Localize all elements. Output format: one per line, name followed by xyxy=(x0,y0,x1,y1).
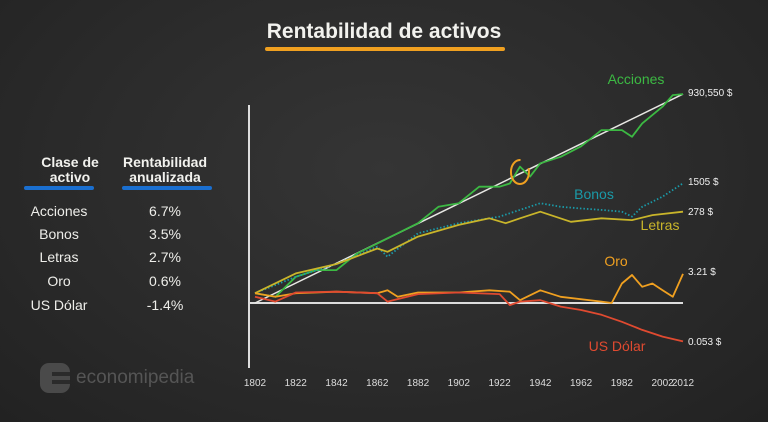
brand-name: economipedia xyxy=(76,367,195,388)
row-asset: Bonos xyxy=(39,226,79,242)
series-label: Oro xyxy=(604,253,628,269)
title-underline xyxy=(265,47,505,51)
logo-icon xyxy=(40,363,70,393)
x-tick-label: 1822 xyxy=(285,378,308,389)
series-label: Acciones xyxy=(608,71,665,87)
x-tick-label: 1882 xyxy=(407,378,430,389)
x-tick-label: 1902 xyxy=(448,378,471,389)
x-tick-label: 1862 xyxy=(366,378,389,389)
end-value-label: 3.21 $ xyxy=(688,267,716,278)
series-line-letras xyxy=(254,210,684,295)
row-return: 0.6% xyxy=(149,273,181,289)
series-label: Letras xyxy=(641,217,680,233)
highlight-circle xyxy=(509,159,530,185)
series-line-us-dólar xyxy=(254,290,684,343)
row-asset: Oro xyxy=(47,273,71,289)
end-value-label: 1505 $ xyxy=(688,177,719,188)
x-tick-label: 1842 xyxy=(325,378,348,389)
series-label: US Dólar xyxy=(589,338,646,354)
trend-line xyxy=(254,93,684,304)
x-tick-label: 1982 xyxy=(611,378,634,389)
row-asset: US Dólar xyxy=(30,297,88,313)
series-line-oro xyxy=(254,273,684,304)
row-return: -1.4% xyxy=(146,297,184,313)
x-tick-label: 2002 xyxy=(651,378,674,389)
row-return: 2.7% xyxy=(149,249,181,265)
series-line-acciones xyxy=(254,93,684,298)
x-tick-label: 2012 xyxy=(672,378,695,389)
header-underline xyxy=(122,186,212,190)
header-asset-class: Clase de activo xyxy=(41,154,99,185)
x-tick-label: 1942 xyxy=(529,378,552,389)
series-label: Bonos xyxy=(574,186,614,202)
end-value-label: 930,550 $ xyxy=(688,88,733,99)
header-annual-return: Rentabilidad anualizada xyxy=(122,154,207,185)
row-asset: Letras xyxy=(39,249,79,265)
end-value-label: 278 $ xyxy=(688,207,713,218)
end-value-label: 0.053 $ xyxy=(688,337,722,348)
header-underline xyxy=(24,186,94,190)
economipedia-logo: economipedia xyxy=(40,363,194,393)
row-asset: Acciones xyxy=(30,203,88,219)
x-tick-label: 1962 xyxy=(570,378,593,389)
x-tick-label: 1922 xyxy=(488,378,511,389)
x-tick-label: 1802 xyxy=(244,378,267,389)
series-line-bonos xyxy=(254,182,684,295)
row-return: 6.7% xyxy=(149,203,181,219)
chart-title: Rentabilidad de activos xyxy=(266,20,502,43)
row-return: 3.5% xyxy=(149,226,181,242)
